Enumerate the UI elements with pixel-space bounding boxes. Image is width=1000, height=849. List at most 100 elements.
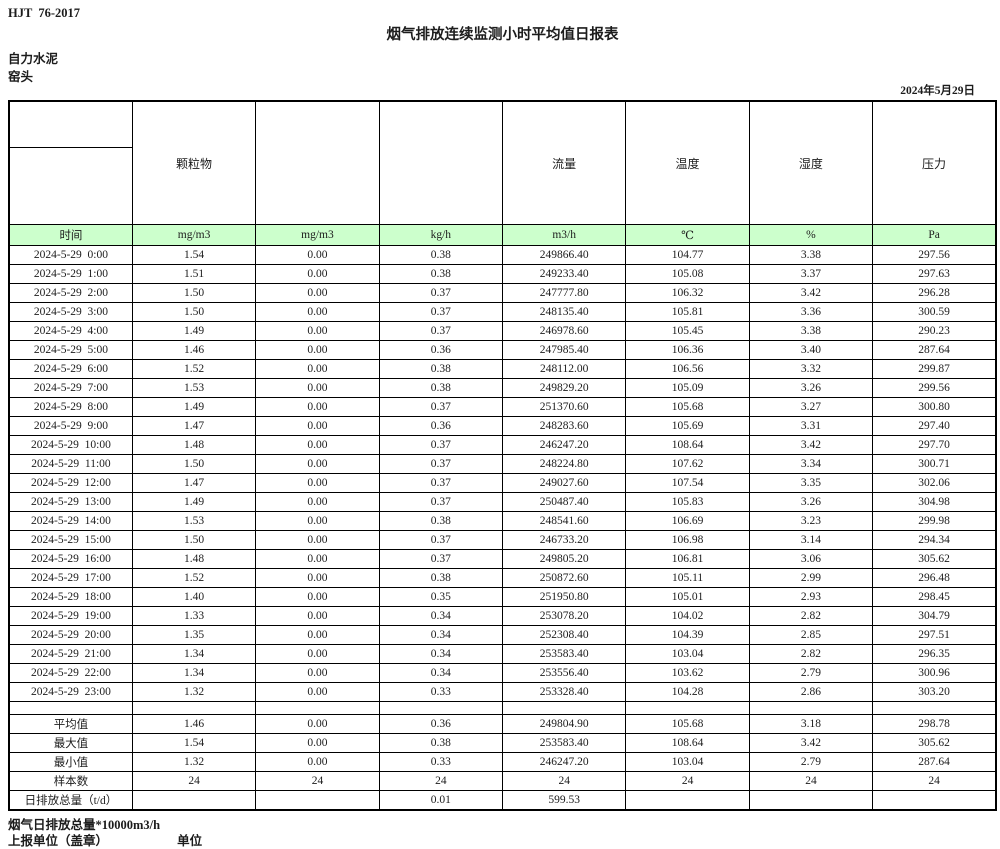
company-name: 自力水泥 [8,52,59,66]
value-cell: 248112.00 [501,359,627,379]
value-cell: 294.34 [872,530,997,550]
value-cell: 303.20 [872,682,997,702]
value-cell: 246247.20 [501,752,627,772]
value-cell: 249805.20 [501,549,627,569]
value-cell: 297.51 [872,625,997,645]
row-label-cell: 2024-5-29 0:00 [8,245,133,265]
value-cell: 290.23 [872,321,997,341]
table-row: 2024-5-29 12:00 1.47 0.00 0.37 249027.60 107.… [8,473,997,493]
station-name: 窑头 [8,70,34,84]
table-row: 2024-5-29 17:00 1.52 0.00 0.38 250872.60 105.… [8,568,997,588]
value-cell: 0.37 [378,397,504,417]
value-cell: 3.18 [748,714,874,734]
value-cell: 0.00 [255,378,380,398]
total-emission-note: 烟气日排放总量*10000m3/h [8,817,161,832]
value-cell: 1.47 [131,416,257,436]
value-cell: 0.37 [378,302,504,322]
row-label-cell: 2024-5-29 16:00 [8,549,133,569]
value-cell: 3.40 [748,340,874,360]
value-cell: 106.98 [625,530,750,550]
value-cell: 108.64 [625,435,750,455]
value-cell: 2.99 [748,568,874,588]
value-cell [872,790,997,810]
row-label-cell: 2024-5-29 20:00 [8,625,133,645]
value-cell: 0.37 [378,473,504,493]
value-cell: 0.33 [378,682,504,702]
value-cell: 0.34 [378,644,504,664]
value-cell: 3.26 [748,378,874,398]
value-cell: 105.01 [625,587,750,607]
value-cell: 250872.60 [501,568,627,588]
value-cell: 3.35 [748,473,874,493]
value-cell [625,701,750,715]
value-cell: 250487.40 [501,492,627,512]
value-cell: 3.36 [748,302,874,322]
value-cell: 105.81 [625,302,750,322]
value-cell: 2.79 [748,663,874,683]
value-cell: 251950.80 [501,587,627,607]
report-unit-line: 上报单位（盖章） 单位 [8,834,997,849]
value-cell: 106.56 [625,359,750,379]
value-cell: 104.02 [625,606,750,626]
value-cell: 0.00 [255,511,380,531]
table-row: 2024-5-29 3:00 1.50 0.00 0.37 248135.40 105.8… [8,302,997,322]
value-cell: 0.37 [378,454,504,474]
value-cell: 299.56 [872,378,997,398]
report-unit-label: 上报单位（盖章） [8,833,109,848]
value-cell: 253583.40 [501,644,627,664]
value-cell: 105.83 [625,492,750,512]
value-cell: 300.80 [872,397,997,417]
value-cell: 1.46 [131,714,257,734]
value-cell: 1.49 [131,321,257,341]
value-cell: 246978.60 [501,321,627,341]
table-row: 2024-5-29 4:00 1.49 0.00 0.37 246978.60 105.4… [8,321,997,341]
row-label-cell: 2024-5-29 15:00 [8,530,133,550]
table-row: 2024-5-29 8:00 1.49 0.00 0.37 251370.60 105.6… [8,397,997,417]
table-row: 2024-5-29 14:00 1.53 0.00 0.38 248541.60 106.… [8,511,997,531]
value-cell [748,790,874,810]
value-cell: 297.56 [872,245,997,265]
summary-row: 平均值 1.46 0.00 0.36 249804.90 105.68 3.18 298.78 [8,714,997,734]
value-cell: 1.52 [131,568,257,588]
value-cell: 0.00 [255,264,380,284]
value-cell: 0.34 [378,606,504,626]
value-cell: 246733.20 [501,530,627,550]
value-cell: 3.26 [748,492,874,512]
group-header-cell: 温度 [625,100,750,225]
value-cell: 106.32 [625,283,750,303]
spacer-row [8,701,997,715]
value-cell: 2.85 [748,625,874,645]
row-label-cell: 2024-5-29 12:00 [8,473,133,493]
row-label-cell: 2024-5-29 7:00 [8,378,133,398]
value-cell: 0.38 [378,264,504,284]
value-cell: 298.45 [872,587,997,607]
value-cell: 1.53 [131,511,257,531]
table-row: 2024-5-29 19:00 1.33 0.00 0.34 253078.20 104.… [8,606,997,626]
value-cell: 0.00 [255,714,380,734]
value-cell: 0.00 [255,549,380,569]
value-cell: 0.36 [378,416,504,436]
value-cell: 0.00 [255,752,380,772]
value-cell: 0.35 [378,587,504,607]
value-cell: 252308.40 [501,625,627,645]
value-cell: 104.77 [625,245,750,265]
value-cell: 297.70 [872,435,997,455]
row-label-cell: 2024-5-29 8:00 [8,397,133,417]
unit-header-cell: 时间 [8,224,133,246]
value-cell: 0.37 [378,549,504,569]
footer: 烟气日排放总量*10000m3/h 上报单位（盖章） 单位 [8,818,997,849]
value-cell: 0.38 [378,511,504,531]
value-cell: 0.00 [255,663,380,683]
value-cell: 0.00 [255,321,380,341]
row-label-cell: 2024-5-29 22:00 [8,663,133,683]
value-cell: 106.69 [625,511,750,531]
value-cell: 3.31 [748,416,874,436]
value-cell: 0.00 [255,568,380,588]
value-cell: 0.34 [378,625,504,645]
value-cell [255,790,380,810]
value-cell: 0.00 [255,492,380,512]
value-cell: 24 [255,771,380,791]
row-label-cell: 2024-5-29 13:00 [8,492,133,512]
value-cell: 1.54 [131,245,257,265]
value-cell [748,701,874,715]
